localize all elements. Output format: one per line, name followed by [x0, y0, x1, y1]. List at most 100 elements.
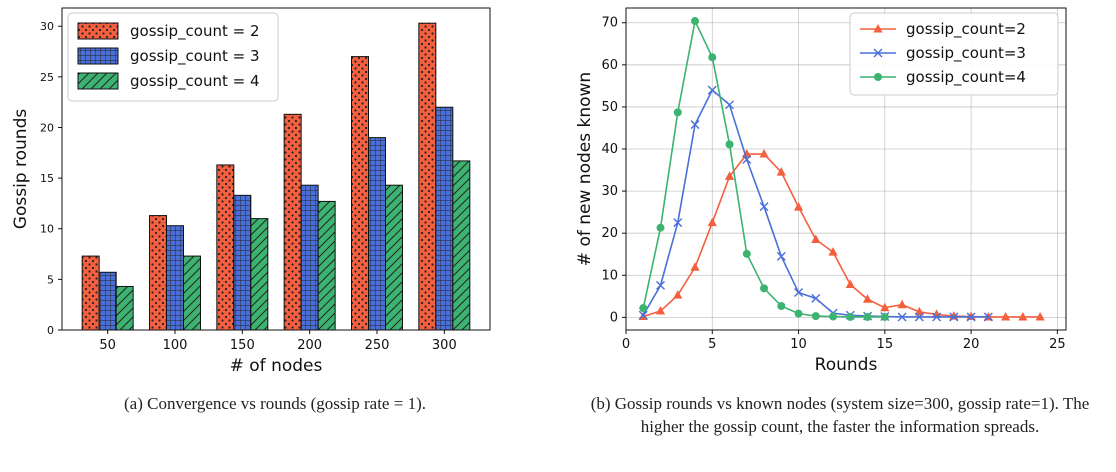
data-point [725, 100, 735, 110]
data-point [880, 302, 890, 312]
y-tick-label: 5 [47, 273, 54, 286]
data-point [742, 249, 751, 258]
data-point [794, 309, 803, 318]
y-tick-label: 60 [601, 58, 618, 73]
data-point [862, 294, 873, 303]
data-point [691, 17, 700, 26]
data-point [673, 108, 682, 117]
x-tick-label: 5 [708, 337, 716, 352]
legend-marker [873, 24, 883, 33]
plot-frame [61, 7, 491, 331]
bar-hatch [317, 200, 336, 331]
caption-b: (b) Gossip rounds vs known nodes (system… [590, 394, 1090, 436]
data-point [742, 149, 752, 158]
bar-hatch [183, 255, 201, 331]
y-tick-label: 25 [40, 71, 54, 84]
legend-box [67, 12, 279, 102]
legend-label: gossip_count = 3 [130, 47, 260, 66]
data-point [914, 312, 924, 322]
data-point [811, 234, 821, 244]
data-point [1001, 311, 1011, 321]
x-tick-label: 10 [790, 337, 807, 352]
line-chart: 0 5 10 15 20 25 0 10 20 30 40 50 60 70 Rounds # of new … [575, 7, 1067, 375]
x-tick-label: 250 [365, 338, 390, 353]
legend-swatch-hatch [77, 72, 119, 90]
data-point [708, 53, 717, 62]
x-tick-label: 150 [230, 338, 255, 353]
bar-hatch [351, 56, 369, 331]
bar-hatch [452, 160, 471, 331]
data-point [759, 149, 769, 158]
data-point [811, 293, 821, 303]
data-point [897, 312, 907, 322]
data-point [811, 312, 820, 321]
x-tick-label: 300 [432, 338, 457, 353]
data-point [863, 312, 872, 321]
data-point [690, 120, 700, 130]
data-point [966, 311, 976, 321]
data-point [793, 202, 804, 211]
data-point [638, 310, 648, 320]
data-point [983, 312, 993, 322]
series-line [643, 153, 1041, 318]
x-tick-label: 0 [622, 337, 630, 352]
bar-hatch [98, 271, 117, 331]
caption-a: (a) Convergence vs rounds (gossip rate =… [124, 394, 426, 413]
bar-hatch [216, 164, 235, 331]
data-point [725, 140, 734, 149]
y-tick-label: 30 [40, 20, 54, 33]
data-point [656, 280, 666, 290]
y-tick-label: 0 [47, 324, 54, 337]
legend-label: gossip_count=3 [906, 44, 1026, 63]
bar-hatch [233, 194, 252, 331]
legend-label: gossip_count = 4 [130, 72, 260, 91]
y-tick-label: 50 [601, 100, 618, 115]
data-point [931, 309, 942, 318]
data-point [690, 262, 700, 271]
data-point [724, 171, 735, 180]
legend-label: gossip_count=2 [906, 20, 1026, 39]
data-point [656, 223, 665, 232]
bar-hatch [368, 137, 386, 331]
legend-box [849, 12, 1059, 96]
bar-hatch [385, 184, 403, 331]
y-tick-label: 70 [601, 16, 618, 31]
data-point [828, 247, 838, 256]
data-point [845, 279, 855, 289]
x-tick-label: 100 [163, 338, 188, 353]
data-point [673, 218, 683, 228]
y-tick-label: 20 [40, 121, 54, 134]
bar-hatch [115, 285, 134, 331]
data-point [880, 312, 889, 321]
x-tick-label: 25 [1049, 337, 1066, 352]
plot-frame [625, 7, 1067, 331]
x-axis-label: Rounds [815, 355, 878, 375]
bar-hatch [81, 255, 100, 331]
x-axis-label: # of nodes [230, 356, 323, 376]
data-point [776, 251, 786, 261]
data-point [673, 290, 683, 299]
y-tick-label: 0 [610, 310, 618, 325]
data-point [776, 167, 786, 176]
data-point [1018, 311, 1028, 321]
legend-label: gossip_count = 2 [130, 22, 260, 41]
data-point [897, 299, 907, 309]
data-point [794, 288, 804, 298]
data-point [742, 155, 752, 165]
bar-hatch [149, 215, 167, 331]
bar-hatch [435, 106, 454, 331]
legend-marker [873, 48, 883, 58]
data-point [655, 306, 666, 315]
y-axis-label: Gossip rounds [11, 109, 31, 230]
data-point [707, 85, 717, 95]
bar-hatch [418, 22, 437, 331]
data-point [966, 312, 976, 322]
bar-hatch [166, 225, 184, 331]
y-tick-label: 15 [40, 172, 54, 185]
data-point [932, 312, 942, 322]
legend-swatch-hatch [77, 22, 119, 40]
bar-chart: 0 5 10 15 20 25 30 50 100 150 200 250 300 # of nodes G… [11, 7, 491, 376]
bar-hatch [300, 184, 319, 331]
data-point [1035, 311, 1045, 321]
